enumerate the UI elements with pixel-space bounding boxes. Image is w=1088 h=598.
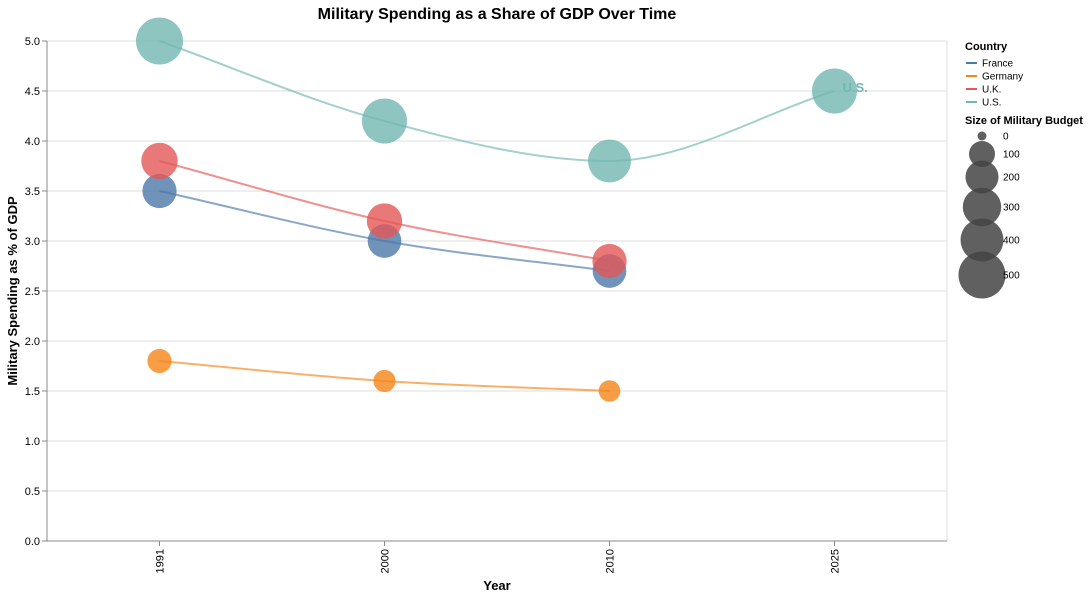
x-tick-label: 1991 [155, 549, 167, 573]
y-tick-label: 1.5 [25, 386, 40, 398]
end-label: U.S. [843, 80, 868, 95]
size-legend-circle [977, 131, 987, 141]
color-legend: France Germany U.K. U.S. [966, 59, 1023, 109]
size-legend-circle [960, 218, 1004, 262]
size-legend-label: 500 [1003, 271, 1020, 282]
size-legend-label: 400 [1003, 236, 1020, 247]
series-lines [159, 40, 835, 392]
size-legend: 0 100 200 300 400 500 [958, 131, 1020, 299]
size-legend-label: 0 [1003, 132, 1009, 143]
size-legend-circle [965, 160, 999, 194]
y-tick-label: 5.0 [25, 36, 40, 48]
y-tick-label: 4.5 [25, 86, 40, 98]
legend-label: U.K. [982, 85, 1001, 96]
y-axis-title: Military Spending as % of GDP [5, 196, 20, 386]
y-tick-label: 3.0 [25, 236, 40, 248]
y-tick-label: 4.0 [25, 136, 40, 148]
chart-title: Military Spending as a Share of GDP Over… [318, 6, 677, 23]
x-tick-label: 2010 [605, 549, 617, 573]
point-uk-1991 [141, 142, 178, 180]
size-legend-label: 100 [1003, 150, 1020, 161]
point-germany-2010 [598, 380, 621, 402]
point-us-2010 [588, 139, 631, 183]
legend: Country France Germany U.K. U.S. Size of Mi… [958, 41, 1083, 299]
y-axis: 0.0 0.5 1.0 1.5 2.0 2.5 3.0 3.5 4.0 4.5 5.0 [25, 36, 48, 548]
point-us-2000 [361, 98, 408, 144]
y-tick-label: 2.0 [25, 336, 40, 348]
point-us-2025 [811, 68, 858, 114]
grid-lines [47, 40, 948, 542]
size-legend-circle [962, 187, 1002, 227]
line-us [159, 40, 835, 163]
point-uk-2000 [366, 203, 403, 239]
size-legend-circle [958, 251, 1006, 299]
point-uk-2010 [592, 243, 627, 279]
size-legend-circle [969, 141, 995, 167]
point-france-1991 [142, 173, 177, 209]
size-legend-label: 200 [1003, 173, 1020, 184]
y-tick-label: 0.5 [25, 486, 40, 498]
x-axis-title: Year [483, 578, 510, 593]
legend-label: France [982, 59, 1014, 70]
y-tick-label: 2.5 [25, 286, 40, 298]
size-legend-label: 300 [1003, 203, 1020, 214]
y-tick-label: 3.5 [25, 186, 40, 198]
x-tick-label: 2025 [830, 549, 842, 573]
point-germany-2000 [373, 369, 396, 393]
y-tick-label: 0.0 [25, 536, 40, 548]
size-legend-title: Size of Military Budget [965, 115, 1083, 127]
point-germany-1991 [147, 348, 172, 374]
legend-label: Germany [982, 72, 1023, 83]
legend-label: U.S. [982, 98, 1001, 109]
series-points [135, 17, 858, 402]
y-tick-label: 1.0 [25, 436, 40, 448]
x-tick-label: 2000 [380, 549, 392, 573]
x-axis: 1991 2000 2010 2025 [47, 540, 947, 573]
point-us-1991 [135, 17, 184, 65]
end-labels: U.S. [843, 80, 868, 95]
color-legend-title: Country [965, 41, 1008, 53]
